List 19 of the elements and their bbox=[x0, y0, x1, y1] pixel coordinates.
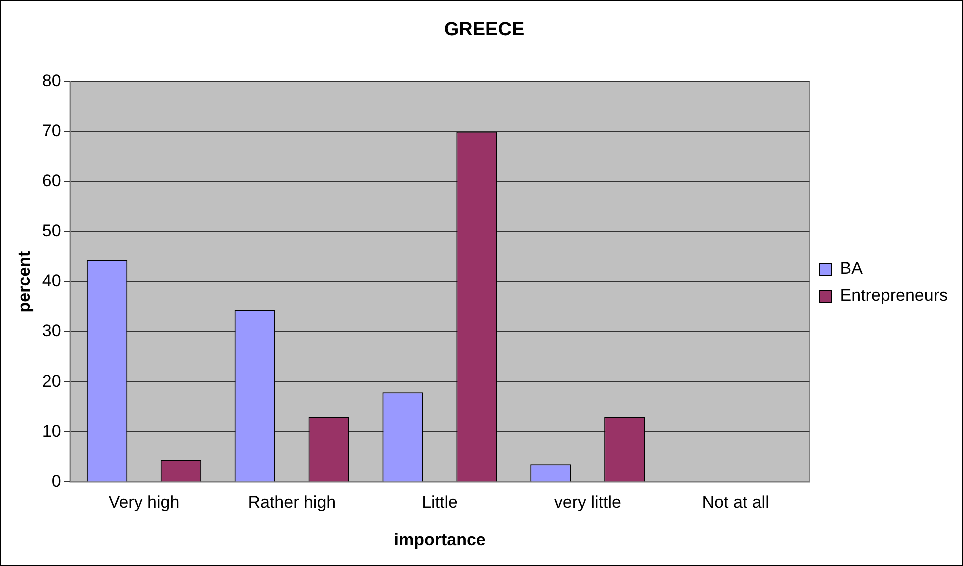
y-tick-label: 30 bbox=[42, 322, 62, 341]
y-tick-label: 50 bbox=[42, 222, 62, 241]
y-tick-label: 70 bbox=[42, 122, 62, 141]
x-axis-title: importance bbox=[394, 530, 486, 550]
y-tick-label: 20 bbox=[42, 372, 62, 391]
y-tick-label: 10 bbox=[42, 422, 62, 441]
x-tick-label: Very high bbox=[108, 493, 180, 512]
legend-label: BA bbox=[840, 259, 864, 278]
x-tick-label: Little bbox=[422, 493, 458, 512]
y-axis-title: percent bbox=[14, 250, 34, 313]
y-tick-label: 80 bbox=[42, 71, 62, 90]
x-tick-label: very little bbox=[554, 493, 622, 512]
x-tick-label: Rather high bbox=[248, 493, 336, 512]
y-tick-label: 0 bbox=[52, 472, 62, 491]
y-tick-label: 60 bbox=[42, 172, 62, 191]
y-tick-label: 40 bbox=[42, 272, 62, 291]
x-tick-label: Not at all bbox=[702, 493, 770, 512]
chart-title: GREECE bbox=[444, 20, 525, 41]
legend-label: Entrepreneurs bbox=[840, 286, 948, 306]
